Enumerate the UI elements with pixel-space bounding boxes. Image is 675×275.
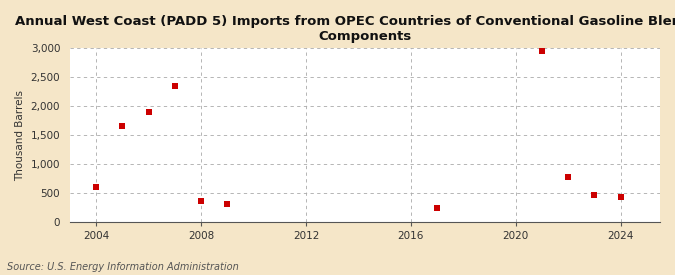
Point bbox=[589, 192, 600, 197]
Title: Annual West Coast (PADD 5) Imports from OPEC Countries of Conventional Gasoline : Annual West Coast (PADD 5) Imports from … bbox=[16, 15, 675, 43]
Point bbox=[143, 110, 154, 114]
Point bbox=[196, 199, 207, 204]
Point bbox=[90, 185, 101, 189]
Point bbox=[563, 174, 574, 179]
Text: Source: U.S. Energy Information Administration: Source: U.S. Energy Information Administ… bbox=[7, 262, 238, 272]
Point bbox=[537, 49, 547, 53]
Y-axis label: Thousand Barrels: Thousand Barrels bbox=[15, 90, 25, 180]
Point bbox=[222, 202, 233, 207]
Point bbox=[169, 84, 180, 88]
Point bbox=[432, 206, 443, 211]
Point bbox=[615, 195, 626, 199]
Point bbox=[117, 124, 128, 128]
